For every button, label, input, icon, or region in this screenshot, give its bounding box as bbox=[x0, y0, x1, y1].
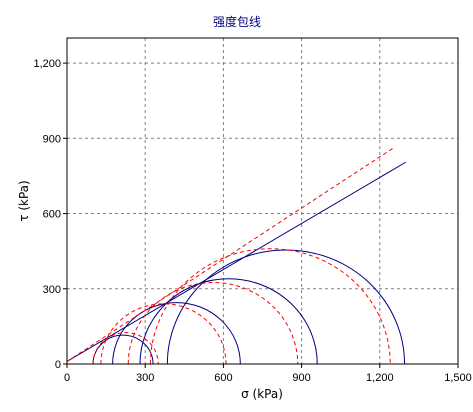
y-tick-label: 300 bbox=[43, 284, 61, 296]
y-axis-label: τ (kPa) bbox=[17, 180, 31, 221]
grid bbox=[67, 38, 458, 364]
dashed-envelope-line bbox=[67, 147, 394, 362]
solid-mohr-circle-2 bbox=[112, 302, 241, 364]
dashed-mohr-circle-3 bbox=[127, 282, 299, 364]
x-tick-label: 600 bbox=[214, 372, 232, 384]
x-tick-label: 1,200 bbox=[366, 372, 394, 384]
plot-area bbox=[67, 147, 407, 364]
y-tick-label: 1,200 bbox=[33, 58, 61, 70]
plot-frame bbox=[66, 37, 459, 365]
axes: 0 300 600 900 1,200 1,500 0 300 600 900 1,200 bbox=[33, 37, 472, 384]
dashed-mohr-circle-4 bbox=[149, 248, 391, 364]
y-tick-label: 0 bbox=[55, 359, 61, 371]
x-tick-label: 300 bbox=[136, 372, 154, 384]
x-axis-label: σ (kPa) bbox=[241, 387, 283, 401]
dashed-mohr-circle-1 bbox=[92, 332, 159, 364]
x-tick-label: 1,500 bbox=[444, 372, 472, 384]
solid-mohr-circle-1 bbox=[92, 334, 154, 364]
solid-mohr-circle-4 bbox=[166, 249, 406, 364]
x-tick-label: 900 bbox=[292, 372, 310, 384]
y-tick-label: 900 bbox=[43, 133, 61, 145]
x-tick-label: 0 bbox=[64, 372, 70, 384]
solid-mohr-circle-3 bbox=[139, 278, 318, 364]
solid-envelope-line bbox=[67, 161, 407, 362]
chart-title: 强度包线 bbox=[213, 14, 261, 29]
y-tick-label: 600 bbox=[43, 209, 61, 221]
dashed-mohr-circle-2 bbox=[100, 303, 227, 364]
